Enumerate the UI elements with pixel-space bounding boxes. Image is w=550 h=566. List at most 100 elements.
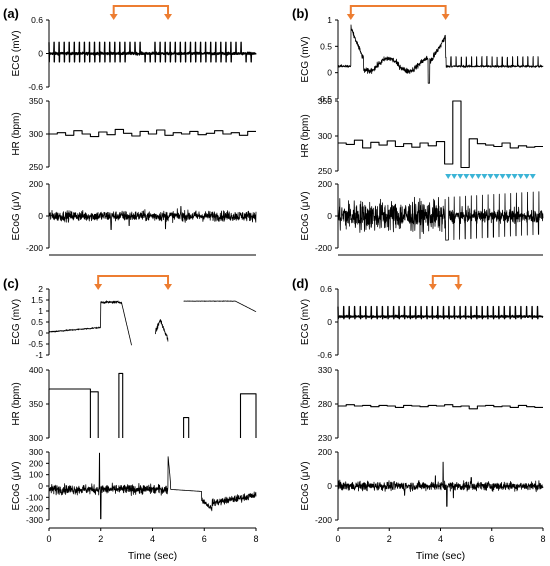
event-marker <box>505 174 512 179</box>
y-tick-label: 0 <box>327 317 332 327</box>
x-tick-label: 4 <box>438 534 443 544</box>
y-tick-label: 300 <box>29 447 43 457</box>
trace-step <box>338 404 543 410</box>
trace-ecog_c <box>48 452 257 520</box>
y-axis-label: ECoG (μV) <box>11 191 22 240</box>
event-bracket <box>97 275 170 288</box>
y-tick-label: -0.6 <box>317 350 332 360</box>
y-tick-label: 0 <box>38 49 43 59</box>
event-marker <box>463 174 470 179</box>
bracket-arrowhead <box>164 284 173 290</box>
event-marker <box>529 174 536 179</box>
y-tick-label: 0 <box>327 481 332 491</box>
y-axis-label: HR (bpm) <box>11 382 22 425</box>
y-axis-label: ECoG (μV) <box>300 191 311 240</box>
y-axis-label: ECG (mV) <box>11 30 22 76</box>
x-tick-label: 8 <box>253 534 258 544</box>
subplot-3: 200 0 -200 ECoG (μV) <box>300 447 544 525</box>
event-bracket <box>431 275 460 288</box>
subplot-1: 1 0.5 0 -0.5 ECG (mV) <box>300 15 544 104</box>
x-tick-label: 0 <box>335 534 340 544</box>
event-marker <box>481 174 488 179</box>
bracket-arrowhead <box>109 14 118 20</box>
bracket-arrowhead <box>164 14 173 20</box>
y-tick-label: -100 <box>26 492 43 502</box>
y-tick-label: 230 <box>318 433 332 443</box>
y-tick-label: 350 <box>29 399 43 409</box>
y-tick-label: -200 <box>26 243 43 253</box>
y-tick-label: -0.5 <box>317 94 332 104</box>
y-tick-label: 1.5 <box>31 295 43 305</box>
x-axis-label: Time (sec) <box>416 550 465 562</box>
y-axis-label: ECoG (μV) <box>300 461 311 510</box>
x-tick-label: 4 <box>150 534 155 544</box>
bracket-arrowhead <box>441 14 450 20</box>
x-tick-label: 6 <box>202 534 207 544</box>
event-marker <box>493 174 500 179</box>
bracket-arrowhead <box>346 14 355 20</box>
subplot-1: 21.510.50-0.5-1 ECG (mV) <box>11 284 257 360</box>
event-marker <box>499 174 506 179</box>
y-tick-label: 300 <box>29 433 43 443</box>
panel-label: (d) <box>292 276 309 291</box>
y-tick-label: 200 <box>318 179 332 189</box>
trace-spikes <box>337 305 544 320</box>
panel-label: (a) <box>3 6 19 21</box>
x-tick-label: 2 <box>98 534 103 544</box>
trace-spikes <box>48 41 257 63</box>
event-marker <box>511 174 518 179</box>
panel-a: (a) 0.6 0 -0.6 ECG (mV) 350 300 250 HR (bpm) 200 0… <box>3 5 257 256</box>
y-tick-label: 300 <box>29 129 43 139</box>
y-tick-label: 350 <box>29 96 43 106</box>
y-tick-label: 0.6 <box>31 15 43 25</box>
y-tick-label: 300 <box>318 131 332 141</box>
y-tick-label: 0 <box>38 328 43 338</box>
y-tick-label: -200 <box>315 243 332 253</box>
y-axis-label: ECG (mV) <box>300 36 311 82</box>
y-tick-label: 0 <box>327 211 332 221</box>
x-axis-label: Time (sec) <box>128 550 177 562</box>
y-tick-label: -0.6 <box>28 82 43 92</box>
trace-noise <box>337 461 544 507</box>
y-axis-label: HR (bpm) <box>300 114 311 157</box>
y-tick-label: 0 <box>38 481 43 491</box>
event-marker <box>523 174 530 179</box>
y-tick-label: 0.6 <box>320 284 332 294</box>
y-axis-label: HR (bpm) <box>300 382 311 425</box>
event-marker <box>451 174 458 179</box>
y-axis-label: ECoG (μV) <box>11 461 22 510</box>
y-tick-label: -200 <box>315 515 332 525</box>
y-axis-label: ECG (mV) <box>11 299 22 345</box>
y-tick-label: -200 <box>26 504 43 514</box>
y-tick-label: 2 <box>38 284 43 294</box>
y-tick-label: 200 <box>29 179 43 189</box>
subplot-1: 0.6 0 -0.6 ECG (mV) <box>11 15 257 92</box>
subplot-3: 200 0 -200 ECoG (μV) <box>11 179 257 253</box>
y-tick-label: 0 <box>38 211 43 221</box>
y-tick-label: 0 <box>327 68 332 78</box>
y-tick-label: -300 <box>26 515 43 525</box>
trace-noise <box>48 206 257 230</box>
y-tick-label: -0.5 <box>28 339 43 349</box>
subplot-2: 330 280 230 HR (bpm) <box>300 365 543 443</box>
y-tick-label: -1 <box>35 350 43 360</box>
event-marker <box>487 174 494 179</box>
panel-b: (b) 1 0.5 0 -0.5 ECG (mV) 350 300 250 HR (bpm) 200… <box>292 5 544 256</box>
subplot-3: 200 0 -200 ECoG (μV) <box>300 179 544 253</box>
y-axis-label: HR (bpm) <box>11 112 22 155</box>
y-tick-label: 350 <box>318 96 332 106</box>
y-tick-label: 1 <box>327 15 332 25</box>
trace-ecg_c <box>48 300 257 346</box>
panel-label: (b) <box>292 6 309 21</box>
subplot-2: 350 300 250 HR (bpm) <box>11 96 256 172</box>
trace-step <box>49 128 256 138</box>
bracket-arrowhead <box>94 284 103 290</box>
event-marker <box>475 174 482 179</box>
y-tick-label: 280 <box>318 399 332 409</box>
event-marker <box>457 174 464 179</box>
x-tick-label: 0 <box>46 534 51 544</box>
subplot-2: 400 350 300 HR (bpm) <box>11 365 257 443</box>
